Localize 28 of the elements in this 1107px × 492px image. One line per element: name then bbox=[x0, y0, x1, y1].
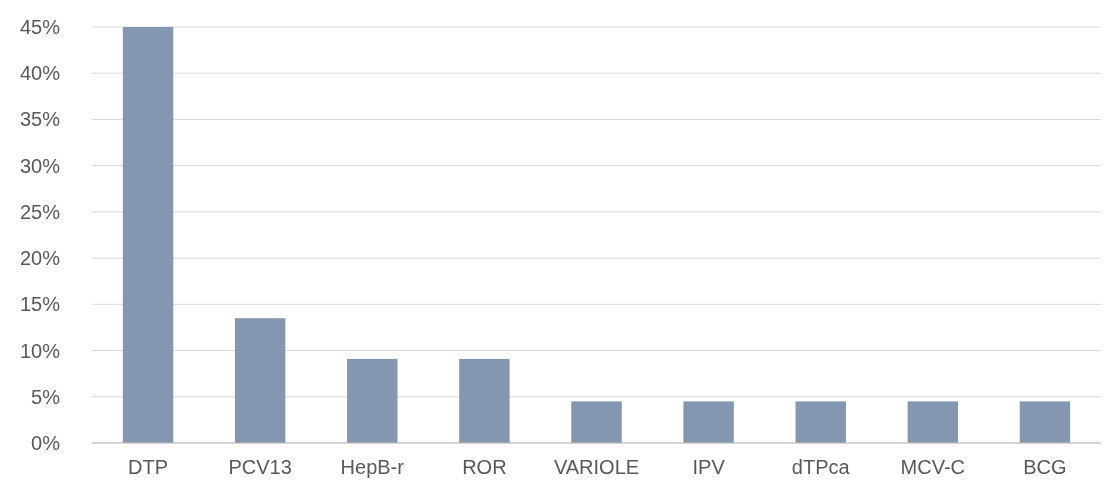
x-tick-label: PCV13 bbox=[228, 456, 292, 478]
y-tick-label: 35% bbox=[19, 108, 61, 131]
x-tick-label: HepB-r bbox=[340, 456, 405, 478]
x-tick-label: dTPca bbox=[791, 456, 851, 478]
bar bbox=[795, 401, 846, 443]
x-tick-label: IPV bbox=[692, 456, 726, 478]
x-tick-label: BCG bbox=[1023, 456, 1067, 478]
bar bbox=[1019, 401, 1071, 443]
bar bbox=[122, 27, 174, 443]
y-tick-label: 25% bbox=[19, 200, 61, 223]
x-tick-label: MCV-C bbox=[900, 456, 966, 478]
bar bbox=[907, 401, 959, 443]
y-tick-label: 45% bbox=[19, 16, 61, 38]
y-tick-label: 10% bbox=[19, 339, 61, 362]
x-tick-label: ROR bbox=[462, 456, 507, 478]
y-tick-label: 15% bbox=[19, 293, 61, 316]
bar bbox=[683, 401, 734, 443]
bar bbox=[459, 358, 510, 443]
y-tick-label: 0% bbox=[31, 432, 61, 454]
bar bbox=[571, 401, 622, 443]
x-tick-label: VARIOLE bbox=[553, 456, 640, 478]
y-tick-label: 40% bbox=[19, 62, 61, 85]
bar bbox=[234, 318, 286, 443]
x-tick-label: DTP bbox=[128, 456, 169, 478]
y-tick-label: 5% bbox=[31, 385, 61, 408]
y-tick-label: 20% bbox=[19, 247, 61, 270]
y-tick-label: 30% bbox=[19, 154, 61, 177]
bar bbox=[347, 358, 398, 443]
